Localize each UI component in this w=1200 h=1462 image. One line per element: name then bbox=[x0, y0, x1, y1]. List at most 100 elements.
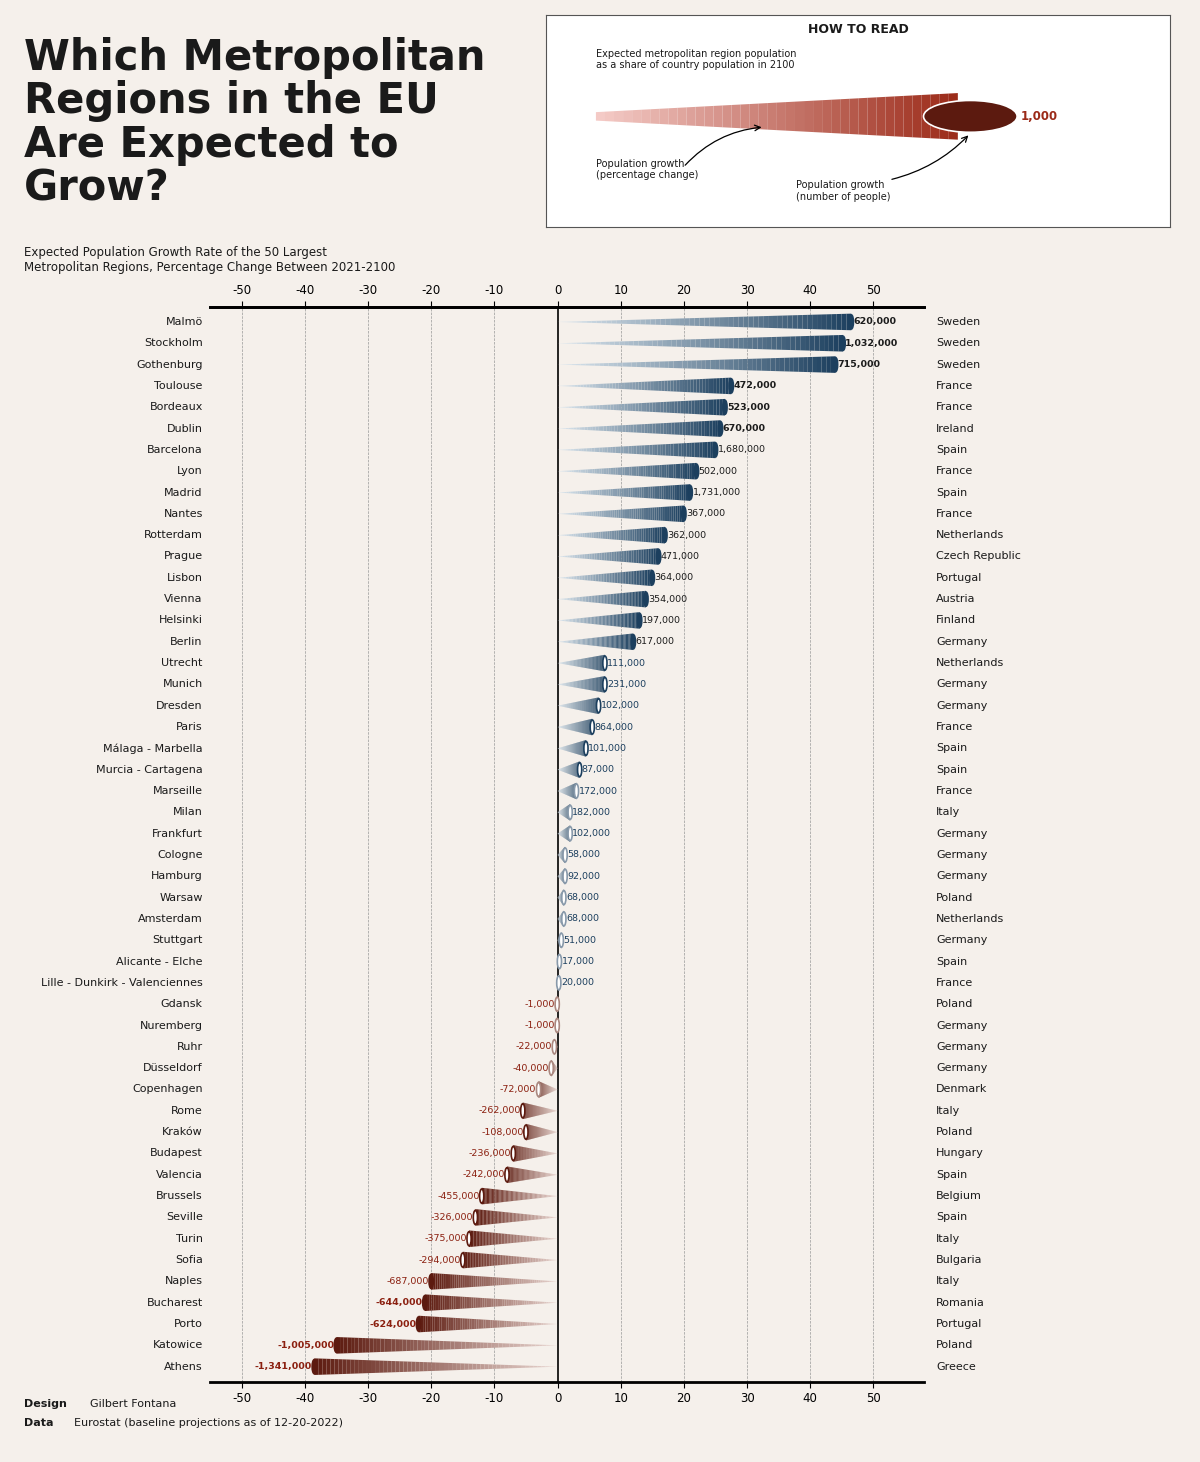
Polygon shape bbox=[517, 1366, 521, 1368]
Polygon shape bbox=[444, 1273, 446, 1289]
Polygon shape bbox=[614, 111, 623, 121]
Polygon shape bbox=[606, 425, 610, 431]
Polygon shape bbox=[611, 468, 613, 475]
Text: Dublin: Dublin bbox=[167, 424, 203, 434]
Polygon shape bbox=[461, 1319, 462, 1330]
Text: 231,000: 231,000 bbox=[607, 680, 647, 689]
Polygon shape bbox=[695, 443, 697, 458]
Polygon shape bbox=[590, 596, 592, 602]
Polygon shape bbox=[642, 424, 644, 433]
Polygon shape bbox=[619, 594, 620, 605]
Polygon shape bbox=[480, 1364, 485, 1370]
Polygon shape bbox=[480, 1276, 481, 1287]
Polygon shape bbox=[574, 576, 575, 579]
Polygon shape bbox=[362, 1360, 367, 1373]
Polygon shape bbox=[630, 633, 631, 649]
Polygon shape bbox=[598, 512, 600, 516]
Polygon shape bbox=[574, 534, 576, 537]
Polygon shape bbox=[720, 379, 722, 393]
Text: Sweden: Sweden bbox=[936, 317, 980, 327]
Polygon shape bbox=[704, 442, 708, 458]
Polygon shape bbox=[644, 424, 647, 433]
Polygon shape bbox=[700, 317, 704, 326]
Polygon shape bbox=[685, 423, 688, 436]
Polygon shape bbox=[700, 401, 703, 414]
Polygon shape bbox=[676, 319, 680, 326]
Polygon shape bbox=[521, 1344, 524, 1347]
Polygon shape bbox=[530, 1237, 533, 1241]
Polygon shape bbox=[631, 550, 634, 563]
Polygon shape bbox=[696, 360, 701, 368]
Polygon shape bbox=[594, 364, 599, 366]
Polygon shape bbox=[604, 383, 607, 389]
Polygon shape bbox=[676, 463, 678, 478]
Text: Hungary: Hungary bbox=[936, 1149, 984, 1158]
Polygon shape bbox=[419, 1316, 421, 1332]
Polygon shape bbox=[641, 363, 646, 367]
Circle shape bbox=[577, 763, 582, 776]
Polygon shape bbox=[500, 1254, 503, 1265]
Polygon shape bbox=[655, 548, 656, 564]
Polygon shape bbox=[600, 510, 601, 516]
Text: Germany: Germany bbox=[936, 936, 988, 946]
Polygon shape bbox=[697, 401, 700, 414]
Text: 20,000: 20,000 bbox=[562, 978, 594, 987]
Polygon shape bbox=[533, 1237, 534, 1241]
Polygon shape bbox=[733, 338, 738, 348]
Polygon shape bbox=[577, 406, 580, 408]
Polygon shape bbox=[590, 490, 593, 494]
Polygon shape bbox=[622, 531, 624, 541]
Polygon shape bbox=[677, 485, 679, 500]
Polygon shape bbox=[628, 509, 629, 519]
Circle shape bbox=[713, 443, 718, 458]
Polygon shape bbox=[618, 551, 620, 561]
Polygon shape bbox=[484, 1211, 485, 1225]
Polygon shape bbox=[655, 444, 658, 455]
Polygon shape bbox=[606, 616, 607, 626]
Polygon shape bbox=[637, 487, 640, 497]
Polygon shape bbox=[589, 575, 590, 580]
Polygon shape bbox=[472, 1276, 473, 1287]
Polygon shape bbox=[568, 577, 569, 579]
Polygon shape bbox=[444, 1363, 448, 1370]
Polygon shape bbox=[338, 1360, 343, 1374]
Polygon shape bbox=[762, 358, 766, 371]
Polygon shape bbox=[500, 1190, 502, 1202]
Text: Expected metropolitan region population
as a share of country population in 2100: Expected metropolitan region population … bbox=[596, 48, 797, 70]
Polygon shape bbox=[803, 314, 808, 329]
Polygon shape bbox=[506, 1234, 508, 1244]
Polygon shape bbox=[497, 1232, 498, 1244]
Polygon shape bbox=[629, 488, 630, 497]
Polygon shape bbox=[624, 404, 628, 411]
Polygon shape bbox=[656, 528, 658, 542]
Polygon shape bbox=[658, 528, 660, 542]
Polygon shape bbox=[475, 1276, 478, 1287]
Polygon shape bbox=[530, 1193, 533, 1199]
Polygon shape bbox=[812, 314, 817, 329]
Polygon shape bbox=[516, 1235, 517, 1243]
Text: Spain: Spain bbox=[936, 1212, 967, 1222]
Polygon shape bbox=[452, 1275, 455, 1288]
Polygon shape bbox=[535, 1215, 536, 1219]
Polygon shape bbox=[444, 1317, 446, 1330]
Polygon shape bbox=[636, 404, 638, 411]
Polygon shape bbox=[532, 1345, 535, 1347]
Polygon shape bbox=[439, 1273, 442, 1289]
Polygon shape bbox=[503, 1212, 504, 1222]
Polygon shape bbox=[536, 1194, 538, 1199]
Polygon shape bbox=[628, 425, 631, 433]
Polygon shape bbox=[380, 1339, 384, 1352]
Polygon shape bbox=[611, 405, 613, 409]
Text: Paris: Paris bbox=[176, 722, 203, 732]
Polygon shape bbox=[757, 338, 762, 349]
Polygon shape bbox=[575, 576, 576, 579]
Polygon shape bbox=[502, 1234, 503, 1244]
Polygon shape bbox=[619, 510, 620, 518]
Polygon shape bbox=[524, 1344, 528, 1347]
Polygon shape bbox=[688, 484, 690, 501]
Text: Netherlands: Netherlands bbox=[936, 914, 1004, 924]
Polygon shape bbox=[373, 1338, 377, 1352]
Text: Germany: Germany bbox=[936, 1042, 988, 1051]
Polygon shape bbox=[738, 338, 743, 348]
Text: Design: Design bbox=[24, 1399, 67, 1409]
